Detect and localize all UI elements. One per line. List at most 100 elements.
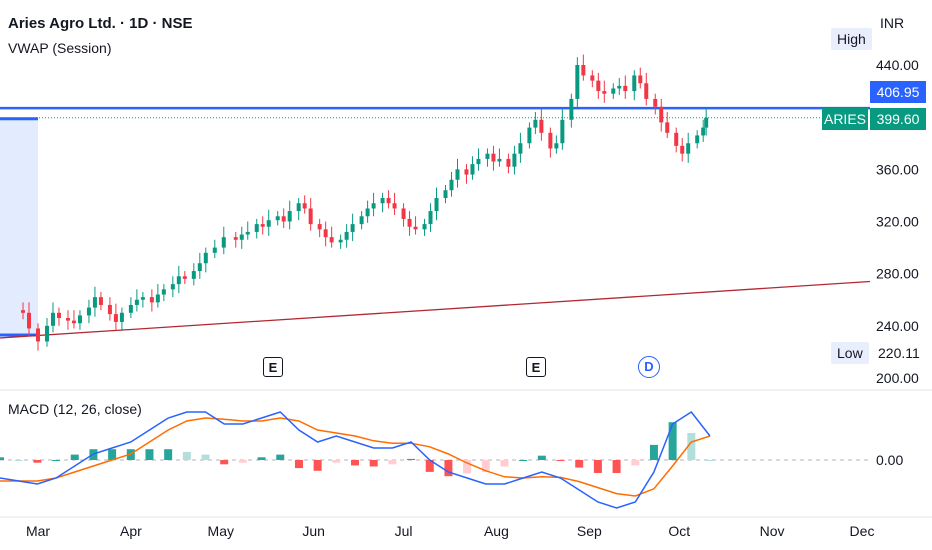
candle [197,263,202,272]
candle [233,237,238,240]
candle [422,224,427,230]
earnings-event-marker[interactable]: E [263,357,283,377]
candle [548,132,553,149]
candle [140,297,145,300]
candle [221,237,226,248]
candle [638,75,643,84]
candle [77,315,82,324]
macd-histogram-bar [238,460,247,463]
macd-histogram-bar [500,460,509,467]
macd-indicator-label[interactable]: MACD (12, 26, close) [8,401,142,417]
macd-signal-line [0,417,711,497]
price-axis-tick: 320.00 [876,214,919,230]
candle [92,297,97,308]
candle [554,143,559,149]
candle [254,224,259,232]
price-axis-tick: 440.00 [876,57,919,73]
macd-histogram-bar [351,460,359,466]
macd-histogram-bar [668,422,677,460]
candle [590,75,595,81]
candle [27,312,32,329]
candle [518,143,523,154]
candle [266,220,271,227]
candle [212,247,217,253]
candle [680,145,685,154]
candle [569,98,574,120]
candle [449,179,454,191]
time-axis-tick: Oct [668,523,690,539]
candle [113,314,118,322]
symbol-price-tag: 399.60 [870,108,926,130]
macd-histogram-bar [294,460,303,469]
candle [581,65,586,76]
candle [476,158,481,165]
candle [539,119,544,133]
candle [596,80,601,92]
candle [413,226,418,230]
candle [617,85,622,89]
low-value: 220.11 [875,342,923,364]
candle [239,234,244,240]
candle [302,203,307,209]
candle [36,328,40,342]
candle [338,239,343,243]
macd-histogram-bar [687,433,696,460]
candle [443,190,448,199]
candle [512,153,517,167]
vwap-indicator-label[interactable]: VWAP (Session) [8,40,112,56]
last-price-tag: 406.95 [870,81,926,103]
candle [575,65,580,99]
macd-histogram-bar [257,457,266,460]
time-axis-tick: Jun [302,523,325,539]
macd-histogram-bar [14,460,23,461]
symbol-tag: ARIES [822,108,868,130]
macd-histogram-bar [276,454,285,460]
candle [149,297,154,303]
chart-title: Aries Agro Ltd. · 1D · NSE [8,15,193,32]
macd-histogram-bar [220,460,229,465]
candle [371,203,376,209]
candle [134,299,139,305]
candle [623,85,628,92]
candle [506,158,511,167]
earnings-event-marker[interactable]: E [526,357,546,377]
macd-histogram-bar [332,460,341,463]
candle [56,312,61,319]
candle [21,310,26,313]
candle [470,164,475,175]
candle [380,198,385,204]
candle [686,143,691,154]
currency-label[interactable]: INR [880,15,905,31]
time-axis-tick: Sep [577,523,602,539]
candle [317,224,322,230]
macd-histogram-bar [70,454,79,460]
candle [98,297,103,305]
candle [329,237,334,243]
candle [170,284,175,290]
candle [392,203,397,209]
macd-histogram-bar [164,449,173,460]
macd-histogram-bar [706,460,714,461]
macd-histogram-bar [556,460,565,461]
macd-histogram-bar [407,458,416,460]
high-badge: High [831,28,872,50]
candle [701,127,706,136]
macd-histogram-bar [33,460,42,463]
candle [155,294,160,303]
candle [323,229,328,238]
vwap-band [0,118,38,335]
candle [119,312,124,322]
time-axis-tick: May [208,523,234,539]
candle [611,88,616,94]
dividend-event-marker[interactable]: D [638,356,660,378]
time-axis-tick: Aug [484,523,509,539]
macd-histogram-bar [425,460,434,472]
candle [182,276,187,279]
candle [203,252,208,264]
candle [407,218,412,227]
candle [704,117,709,128]
candle [632,75,637,92]
candle [65,318,70,321]
candle [644,83,649,99]
